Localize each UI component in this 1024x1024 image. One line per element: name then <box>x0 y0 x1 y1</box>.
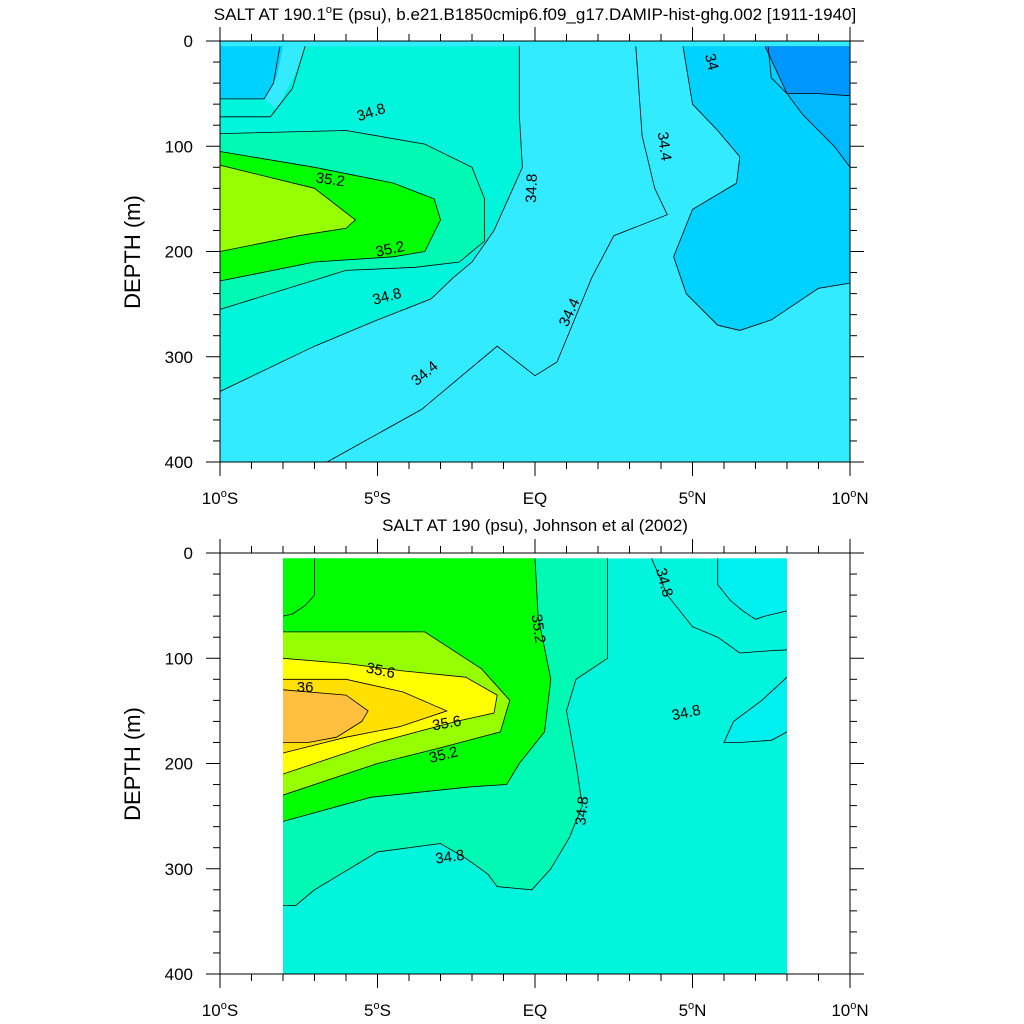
contour-line <box>220 46 281 100</box>
contour-line <box>767 46 850 97</box>
salinity-region-34-0 <box>220 46 283 99</box>
x-tick-label: 5oS <box>364 1000 391 1020</box>
y-tick-label: 0 <box>184 32 193 51</box>
y-tick-label: 400 <box>165 453 193 472</box>
x-tick-label: 10oS <box>202 488 238 508</box>
contour-line <box>764 46 850 168</box>
x-tick-label: EQ <box>523 489 548 508</box>
contour-label: 35.6 <box>431 713 463 735</box>
contour-line <box>220 46 523 392</box>
salinity-region-34-4 <box>264 46 306 110</box>
observed-salinity-panel: SALT AT 190 (psu), Johnson et al (2002) … <box>120 516 869 1020</box>
y-tick-label: 300 <box>165 860 193 879</box>
observed-panel-title: SALT AT 190 (psu), Johnson et al (2002) <box>382 516 688 535</box>
contour-label: 34.8 <box>434 847 465 868</box>
contour-fill-group <box>220 41 850 462</box>
contour-label: 34.8 <box>572 795 592 826</box>
contour-label: 34.8 <box>371 285 404 309</box>
contour-line <box>220 164 357 252</box>
contour-line <box>220 46 306 118</box>
contour-label: 35.6 <box>365 660 397 683</box>
contour-label: 34.8 <box>523 173 541 203</box>
y-tick-label: 100 <box>165 137 193 156</box>
model-contour-plot: 34.835.235.234.834.834.43434.434.4010020… <box>165 27 869 508</box>
contour-line <box>283 689 369 743</box>
salinity-region-34-6 <box>724 677 787 743</box>
x-tick-label: 10oN <box>831 1000 868 1020</box>
contour-label: 34.8 <box>670 702 702 725</box>
salinity-region-32-8 <box>765 46 850 96</box>
y-tick-label: 400 <box>165 965 193 984</box>
contour-line <box>673 46 850 331</box>
contour-label: 34 <box>701 52 722 73</box>
y-tick-label: 200 <box>165 243 193 262</box>
contour-fill-group <box>283 558 787 974</box>
contour-label: 35.2 <box>374 238 406 261</box>
contour-label: 35.2 <box>315 169 346 190</box>
model-panel-title: SALT AT 190.1oE (psu), b.e21.B1850cmip6.… <box>214 4 856 24</box>
contour-line <box>283 631 511 796</box>
observed-contour-plot: 35.6 36 35.6 35.2 35.2 34.8 34.8 34.8 34.8 0 100 20… <box>165 539 869 1020</box>
x-tick-label: 10oN <box>831 488 868 508</box>
contour-line <box>651 558 787 654</box>
contour-line <box>220 151 441 282</box>
contour-label: 34.8 <box>652 566 676 599</box>
contour-line <box>283 558 608 906</box>
contour-line <box>283 558 315 617</box>
contour-line <box>220 130 485 310</box>
contour-line <box>717 558 787 620</box>
contour-line <box>283 657 498 775</box>
contour-line <box>326 46 668 462</box>
contour-label: 35.2 <box>528 613 549 644</box>
x-tick-label: 10oS <box>202 1000 238 1020</box>
contour-line <box>283 678 448 754</box>
contour-label: 36 <box>297 679 314 696</box>
contour-line <box>723 676 787 743</box>
model-salinity-panel: SALT AT 190.1oE (psu), b.e21.B1850cmip6.… <box>120 4 869 508</box>
contour-label: 34.4 <box>654 131 675 162</box>
contour-line <box>283 558 552 822</box>
salinity-region-36-4 <box>283 689 369 743</box>
x-tick-label: 5oN <box>679 488 707 508</box>
y-tick-label: 100 <box>165 649 193 668</box>
observed-y-axis-label: DEPTH (m) <box>120 707 145 821</box>
y-tick-label: 200 <box>165 755 193 774</box>
y-tick-label: 0 <box>184 544 193 563</box>
model-y-axis-label: DEPTH (m) <box>120 195 145 309</box>
y-tick-label: 300 <box>165 348 193 367</box>
x-tick-label: EQ <box>523 1001 548 1020</box>
salinity-region-35-6 <box>220 165 356 252</box>
x-tick-label: 5oS <box>364 488 391 508</box>
x-tick-label: 5oN <box>679 1000 707 1020</box>
contour-label: 35.2 <box>427 743 459 767</box>
